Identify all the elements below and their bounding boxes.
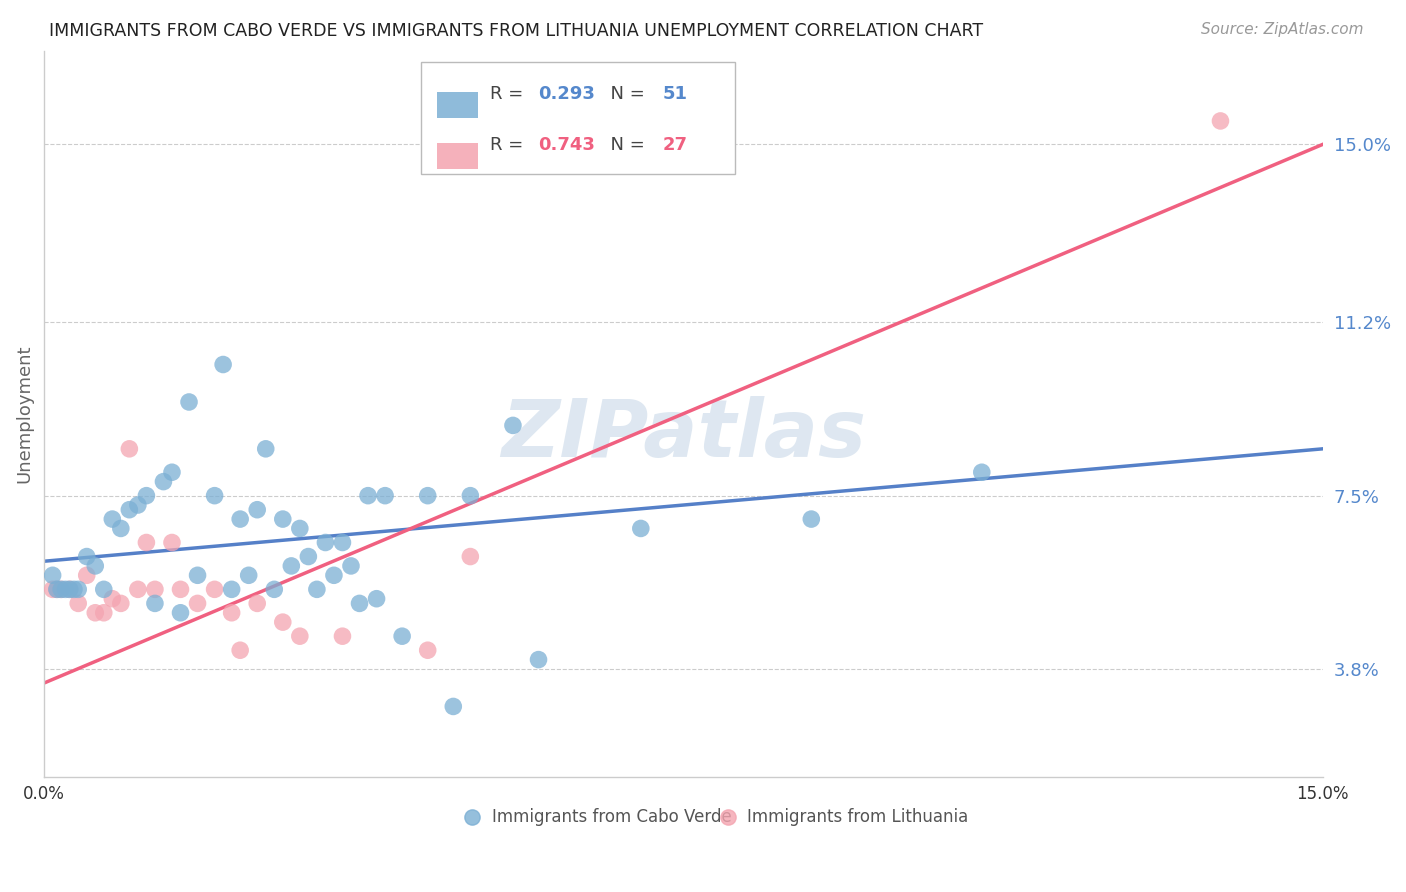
Point (63, 582, 86, 597)
Point (970, 465, 993, 479)
Point (212, 358, 235, 372)
Point (332, 629, 354, 643)
Point (84, 558, 107, 573)
Point (143, 596, 166, 610)
Point (110, 596, 132, 610)
Point (45, 582, 67, 597)
Point (135, 535, 157, 549)
Point (41, 568, 63, 582)
Point (357, 489, 380, 503)
Point (55, 582, 77, 597)
Point (229, 512, 252, 526)
Point (271, 615, 294, 629)
FancyBboxPatch shape (437, 92, 478, 118)
Point (59, 582, 82, 597)
Point (288, 521, 311, 535)
Point (187, 596, 209, 610)
Point (527, 652, 550, 666)
Point (1209, 114, 1232, 128)
Point (143, 582, 166, 597)
Text: 0.293: 0.293 (537, 86, 595, 103)
Point (84, 606, 107, 620)
Point (280, 558, 302, 573)
Point (204, 489, 226, 503)
Point (160, 535, 183, 549)
Point (271, 512, 294, 526)
Point (101, 591, 124, 606)
Point (374, 489, 396, 503)
Text: 0.743: 0.743 (537, 136, 595, 154)
Point (460, 549, 482, 564)
Point (177, 395, 200, 409)
Text: ZIPatlas: ZIPatlas (501, 396, 866, 475)
Point (49, 582, 72, 597)
Point (416, 489, 439, 503)
Point (169, 606, 191, 620)
Point (630, 521, 652, 535)
Point (502, 418, 524, 433)
Text: N =: N = (599, 136, 651, 154)
Point (323, 568, 346, 582)
Point (101, 512, 124, 526)
Text: 51: 51 (664, 86, 688, 103)
Point (110, 521, 132, 535)
Point (204, 582, 226, 597)
Point (238, 568, 260, 582)
Point (76, 568, 98, 582)
Text: Immigrants from Cabo Verde: Immigrants from Cabo Verde (492, 807, 731, 826)
Text: 27: 27 (664, 136, 688, 154)
Point (118, 442, 141, 456)
Point (288, 629, 311, 643)
Point (305, 582, 328, 597)
Text: N =: N = (599, 86, 651, 103)
Point (416, 643, 439, 657)
Point (340, 558, 363, 573)
Point (169, 582, 191, 597)
Point (349, 596, 371, 610)
FancyBboxPatch shape (437, 143, 478, 169)
Point (229, 643, 252, 657)
Text: Immigrants from Lithuania: Immigrants from Lithuania (748, 807, 969, 826)
Y-axis label: Unemployment: Unemployment (15, 344, 32, 483)
Point (246, 502, 269, 516)
Point (160, 465, 183, 479)
Text: IMMIGRANTS FROM CABO VERDE VS IMMIGRANTS FROM LITHUANIA UNEMPLOYMENT CORRELATION: IMMIGRANTS FROM CABO VERDE VS IMMIGRANTS… (49, 22, 983, 40)
Point (67, 596, 90, 610)
Text: R =: R = (491, 86, 530, 103)
Point (263, 582, 285, 597)
Point (221, 582, 243, 597)
Text: Source: ZipAtlas.com: Source: ZipAtlas.com (1201, 22, 1364, 37)
Point (49, 582, 72, 597)
Point (127, 498, 149, 512)
Point (332, 535, 354, 549)
FancyBboxPatch shape (422, 62, 734, 174)
Point (45, 582, 67, 597)
Point (93, 606, 115, 620)
Point (254, 442, 277, 456)
Point (76, 549, 98, 564)
Point (59, 582, 82, 597)
Text: R =: R = (491, 136, 530, 154)
Point (152, 475, 174, 489)
Point (127, 582, 149, 597)
Point (460, 489, 482, 503)
Point (297, 549, 319, 564)
Point (441, 699, 464, 714)
Point (391, 629, 413, 643)
Point (221, 606, 243, 620)
Point (135, 489, 157, 503)
Point (800, 512, 823, 526)
Point (67, 582, 90, 597)
Point (118, 502, 141, 516)
Point (187, 568, 209, 582)
Point (93, 582, 115, 597)
Point (366, 591, 388, 606)
Point (41, 582, 63, 597)
Point (246, 596, 269, 610)
Point (314, 535, 336, 549)
